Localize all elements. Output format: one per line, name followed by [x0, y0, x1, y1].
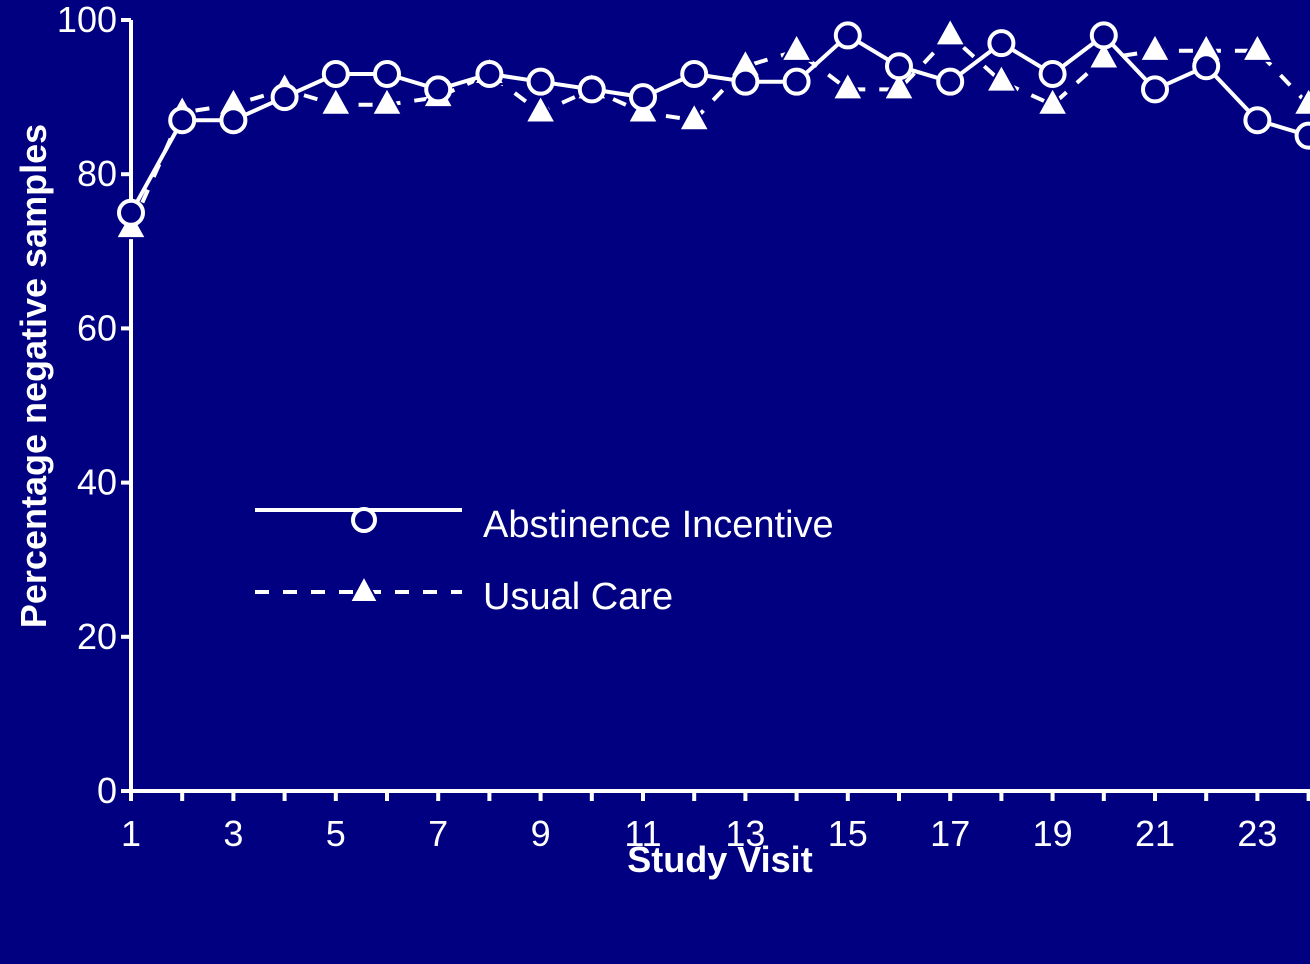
x-tick-label-5: 5 [326, 813, 346, 854]
point-usual-care-21 [1138, 31, 1172, 62]
point-abstinence-incentive-11 [629, 83, 657, 112]
point-usual-care-15 [831, 70, 865, 101]
point-abstinence-incentive-13 [731, 67, 760, 96]
point-abstinence-incentive-21 [1141, 75, 1169, 104]
point-usual-care-9 [523, 93, 558, 124]
x-tick-label-11: 11 [624, 813, 661, 854]
legend-marker-circle [351, 507, 377, 533]
point-abstinence-incentive-5 [321, 59, 350, 88]
x-tick-label-19: 19 [1033, 813, 1073, 854]
y-tick-label-40: 40 [77, 462, 117, 503]
point-usual-care-18 [984, 62, 1019, 93]
point-abstinence-incentive-23 [1243, 106, 1272, 135]
point-usual-care-5 [319, 85, 353, 116]
point-abstinence-incentive-22 [1192, 52, 1221, 81]
legend-marker-triangle [348, 573, 380, 603]
point-usual-care-20 [1087, 39, 1121, 70]
x-tick-label-3: 3 [223, 813, 243, 854]
point-abstinence-incentive-10 [577, 75, 606, 104]
point-abstinence-incentive-18 [987, 29, 1016, 58]
point-abstinence-incentive-14 [782, 67, 811, 96]
x-axis-title: Study Visit [627, 839, 812, 880]
point-abstinence-incentive-4 [270, 83, 299, 112]
x-tick-label-17: 17 [930, 813, 970, 854]
point-usual-care-16 [882, 70, 916, 101]
y-tick-label-20: 20 [77, 616, 117, 657]
x-tick-label-1: 1 [121, 813, 141, 854]
point-abstinence-incentive-17 [936, 67, 965, 96]
x-axis-ticks: 1 3 5 7 9 11 13 15 17 19 21 23 [121, 791, 1310, 854]
point-abstinence-incentive-2 [168, 106, 197, 135]
point-abstinence-incentive-16 [885, 52, 913, 81]
point-abstinence-incentive-20 [1089, 21, 1118, 50]
point-abstinence-incentive-9 [526, 67, 555, 96]
series-line-usual-care [129, 33, 1310, 230]
x-tick-label-7: 7 [428, 813, 448, 854]
point-usual-care-12 [677, 101, 711, 132]
point-abstinence-incentive-3 [219, 106, 248, 135]
y-tick-label-60: 60 [77, 307, 117, 348]
point-usual-care-24 [1291, 85, 1310, 116]
y-tick-label-80: 80 [77, 153, 117, 194]
y-tick-label-0: 0 [97, 770, 117, 811]
legend-label-abstinence-incentive: Abstinence Incentive [483, 504, 834, 546]
point-abstinence-incentive-19 [1038, 59, 1067, 88]
point-abstinence-incentive-6 [373, 59, 401, 88]
point-abstinence-incentive-15 [833, 21, 862, 50]
legend: Abstinence Incentive Usual Care [255, 504, 834, 618]
y-tick-label-100: 100 [57, 0, 117, 40]
point-usual-care-17 [933, 16, 967, 47]
point-abstinence-incentive-1 [117, 198, 145, 227]
point-abstinence-incentive-8 [475, 59, 504, 88]
point-usual-care-6 [370, 85, 404, 116]
x-tick-label-9: 9 [531, 813, 551, 854]
x-tick-label-13: 13 [725, 813, 765, 854]
y-axis-ticks: 0 20 40 60 80 100 [57, 0, 131, 811]
series-abstinence-incentive [117, 21, 1310, 227]
point-usual-care-23 [1240, 31, 1275, 62]
point-abstinence-incentive-7 [424, 75, 453, 104]
legend-label-usual-care: Usual Care [483, 576, 673, 618]
x-tick-label-15: 15 [828, 813, 868, 854]
point-abstinence-incentive-24 [1294, 121, 1310, 150]
x-tick-label-21: 21 [1135, 813, 1175, 854]
y-axis-title: Percentage negative samples [13, 124, 54, 628]
point-abstinence-incentive-12 [680, 59, 709, 88]
x-tick-label-23: 23 [1237, 813, 1277, 854]
point-usual-care-14 [779, 31, 814, 62]
series-layer [114, 16, 1310, 240]
point-usual-care-19 [1035, 85, 1070, 116]
